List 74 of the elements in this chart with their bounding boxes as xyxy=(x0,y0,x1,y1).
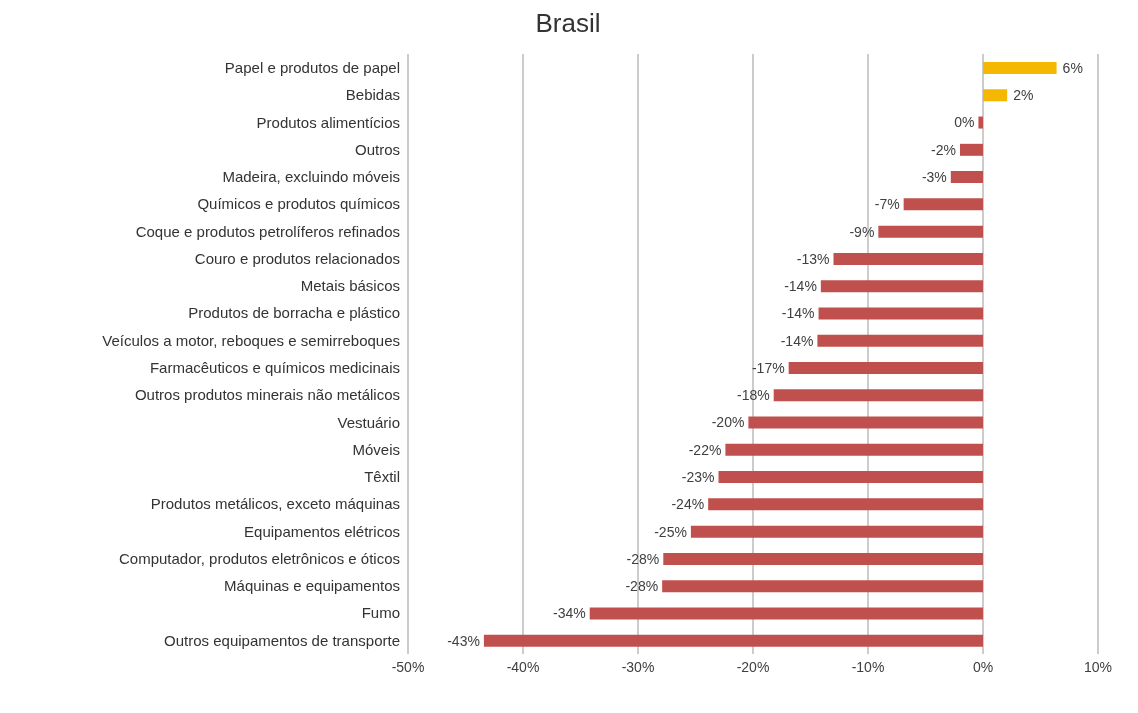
data-label: -25% xyxy=(654,523,687,540)
y-tick-label: Produtos metálicos, exceto máquinas xyxy=(150,495,400,513)
y-tick-label: Produtos alimentícios xyxy=(256,113,400,131)
x-tick-label: -10% xyxy=(851,658,885,675)
y-tick-label: Couro e produtos relacionados xyxy=(194,249,400,267)
y-tick-label: Móveis xyxy=(352,440,400,458)
data-label: -23% xyxy=(681,468,715,485)
data-label: -17% xyxy=(751,359,785,376)
bar xyxy=(833,252,983,265)
data-label: -28% xyxy=(626,550,660,567)
bar xyxy=(818,307,983,320)
data-label: -28% xyxy=(625,578,659,595)
y-tick-label: Metais básicos xyxy=(300,277,400,295)
y-tick-label: Papel e produtos de papel xyxy=(224,58,400,76)
x-tick-label: -50% xyxy=(391,658,425,675)
y-tick-label: Veículos a motor, reboques e semirreboques xyxy=(102,331,400,349)
y-tick-label: Bebidas xyxy=(345,86,400,104)
x-tick-label: 10% xyxy=(1083,658,1113,675)
data-label: -18% xyxy=(737,387,770,404)
y-tick-label: Fumo xyxy=(361,604,400,622)
y-tick-label: Computador, produtos eletrônicos e óticos xyxy=(119,549,400,567)
x-tick-label: -20% xyxy=(736,658,770,675)
y-tick-label: Madeira, excluindo móveis xyxy=(222,168,400,186)
bar xyxy=(483,634,983,647)
data-label: 6% xyxy=(1062,59,1083,76)
data-label: -20% xyxy=(711,414,745,431)
data-label: -22% xyxy=(688,441,722,458)
y-tick-label: Farmacêuticos e químicos medicinais xyxy=(149,358,400,376)
bar xyxy=(773,389,983,402)
data-label: -24% xyxy=(671,496,705,513)
y-tick-label: Máquinas e equipamentos xyxy=(224,577,400,595)
y-tick-label: Vestuário xyxy=(337,413,400,431)
y-tick-label: Outros produtos minerais não metálicos xyxy=(134,386,400,404)
bar xyxy=(662,580,983,593)
bar xyxy=(788,362,983,374)
data-label: -43% xyxy=(447,632,480,649)
data-label: 2% xyxy=(1013,87,1034,104)
bar xyxy=(663,552,983,565)
y-tick-label: Coque e produtos petrolíferos refinados xyxy=(135,222,400,240)
bar xyxy=(817,334,983,347)
bar xyxy=(690,525,983,538)
bar xyxy=(708,498,983,511)
bar xyxy=(978,116,983,129)
data-label: -9% xyxy=(849,223,875,240)
y-tick-label: Equipamentos elétricos xyxy=(244,522,400,540)
data-label: -2% xyxy=(931,141,956,158)
bar xyxy=(820,280,983,293)
data-label: -14% xyxy=(780,332,814,349)
y-tick-label: Químicos e produtos químicos xyxy=(197,195,400,213)
data-label: 0% xyxy=(954,114,975,131)
y-tick-label: Produtos de borracha e plástico xyxy=(188,304,400,322)
x-tick-label: 0% xyxy=(972,658,994,675)
bar xyxy=(903,198,983,211)
data-label: -14% xyxy=(784,278,817,295)
data-label: -13% xyxy=(796,250,830,267)
bar xyxy=(878,225,983,238)
bar xyxy=(748,416,983,429)
bar xyxy=(983,62,1057,74)
bar xyxy=(718,471,983,484)
bar xyxy=(589,607,983,620)
bar xyxy=(950,171,983,184)
y-tick-label: Outros equipamentos de transporte xyxy=(164,631,400,649)
y-tick-label: Têxtil xyxy=(364,468,400,486)
chart-title: Brasil xyxy=(534,8,602,39)
data-label: -7% xyxy=(874,196,900,213)
y-tick-label: Outros xyxy=(354,140,400,158)
x-tick-label: -40% xyxy=(506,658,540,675)
data-label: -34% xyxy=(553,605,586,622)
x-tick-label: -30% xyxy=(621,658,655,675)
bar xyxy=(983,89,1008,102)
bar xyxy=(960,143,983,156)
data-label: -3% xyxy=(921,168,947,185)
bar xyxy=(725,443,983,456)
data-label: -14% xyxy=(781,305,815,322)
